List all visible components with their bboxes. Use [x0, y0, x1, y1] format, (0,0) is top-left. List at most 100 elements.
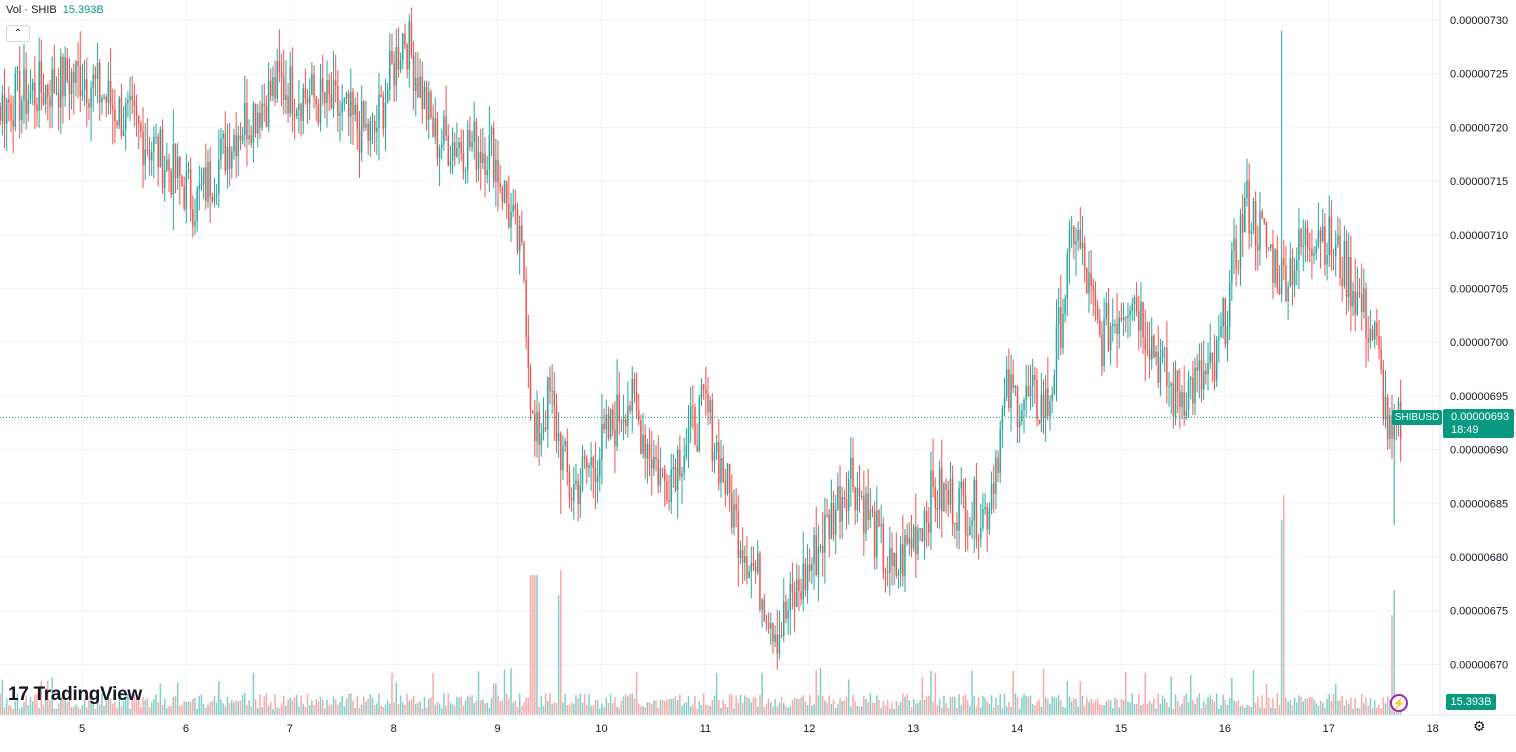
volume-bar [785, 706, 787, 715]
volume-bar [1293, 697, 1296, 715]
volume-bar [319, 696, 322, 715]
candle-body [1073, 226, 1075, 245]
volume-bar [1077, 706, 1079, 715]
volume-bar [1010, 707, 1012, 715]
volume-bar [189, 702, 192, 715]
collapse-legend-button[interactable]: ⌃ [6, 25, 30, 42]
candle-body [306, 98, 309, 104]
volume-bar [1112, 708, 1114, 715]
candle-body [979, 528, 982, 540]
volume-bar [170, 705, 172, 715]
candle-body [902, 544, 904, 577]
time-axis[interactable]: 5 6 7 8 9 10 11 12 13 14 15 16 17 18 [79, 723, 1439, 735]
candle-body [1237, 268, 1240, 270]
volume-bar [653, 700, 655, 715]
candle-body [1083, 242, 1086, 268]
volume-bar [932, 701, 934, 715]
candle-body [789, 584, 792, 611]
gear-icon[interactable]: ⚙ [1473, 718, 1486, 734]
candle-body [1144, 337, 1146, 350]
volume-bar [8, 705, 10, 715]
candle-body [518, 225, 521, 252]
candle-body [1298, 229, 1300, 261]
volume-bar [168, 706, 170, 715]
candle-body [1079, 229, 1082, 249]
volume-bar [1324, 707, 1326, 715]
lightning-icon[interactable]: ⚡ [1390, 694, 1408, 712]
volume-bar [642, 706, 644, 715]
volume-bar [1172, 708, 1175, 715]
candle-body [954, 522, 956, 525]
volume-bar [1380, 708, 1382, 715]
candle-body [157, 136, 159, 168]
candle-body [259, 112, 261, 128]
candle-body [705, 389, 707, 394]
candle-body [873, 511, 876, 558]
candle-body [832, 502, 835, 535]
candle-body [1142, 302, 1144, 338]
candle-body [646, 443, 649, 459]
candle-body [711, 400, 714, 462]
volume-bar [880, 707, 882, 715]
volume-bar [986, 701, 988, 715]
volume-bar [1224, 699, 1227, 715]
candle-body [1070, 226, 1073, 229]
candle-body [536, 411, 538, 442]
candle-body [1, 94, 4, 122]
volume-bar [499, 700, 501, 715]
candle-body [750, 563, 753, 572]
volume-bar [663, 701, 666, 715]
volume-bar [871, 702, 874, 715]
candle-body [161, 129, 164, 189]
candle-body [1337, 235, 1339, 245]
candle-body [1352, 291, 1354, 307]
candle-body [265, 105, 268, 127]
candle-body [1044, 388, 1047, 418]
volume-bar [635, 672, 638, 715]
candle-body [179, 156, 181, 177]
candle-body [951, 479, 954, 525]
candle-body [70, 71, 73, 95]
volume-bar [146, 698, 149, 715]
volume-bar [1044, 697, 1047, 715]
price-axis[interactable]: 0.00000730 0.00000725 0.00000720 0.00000715… [1450, 15, 1508, 671]
volume-bar [453, 705, 456, 715]
volume-bar [363, 696, 365, 715]
volume-bar [884, 705, 887, 715]
volume-bar [1358, 708, 1361, 715]
candle-body [170, 170, 172, 195]
candle-body [1131, 303, 1134, 311]
candle-body [1166, 347, 1168, 386]
volume-bar [263, 696, 266, 715]
volume-bar [1066, 681, 1069, 715]
candle-body [475, 121, 478, 170]
volume-bar [57, 703, 60, 715]
volume-bar [235, 700, 237, 715]
volume-bar [705, 705, 707, 715]
volume-bar [830, 703, 833, 715]
volume-bar [86, 707, 88, 715]
volume-bar [1116, 699, 1118, 715]
candle-body [14, 73, 17, 127]
volume-bar [70, 707, 73, 715]
candle-body [1267, 247, 1270, 249]
candle-body [289, 66, 291, 113]
volume-bar [79, 708, 82, 715]
candle-body [341, 102, 343, 113]
candle-body [127, 99, 129, 104]
tradingview-logo[interactable]: 17 TradingView [8, 684, 142, 706]
candle-body [1309, 248, 1311, 250]
candle-body [1244, 197, 1246, 233]
candle-body [752, 563, 755, 567]
candle-body [304, 88, 307, 99]
candle-body [107, 81, 110, 103]
candle-body [337, 86, 339, 116]
candle-body [421, 76, 424, 110]
volume-bar [698, 700, 701, 715]
candle-body [1280, 258, 1283, 295]
candle-body [86, 79, 88, 103]
candle-body [350, 92, 352, 117]
volume-bar [1025, 695, 1027, 715]
volume-bar [412, 696, 415, 715]
